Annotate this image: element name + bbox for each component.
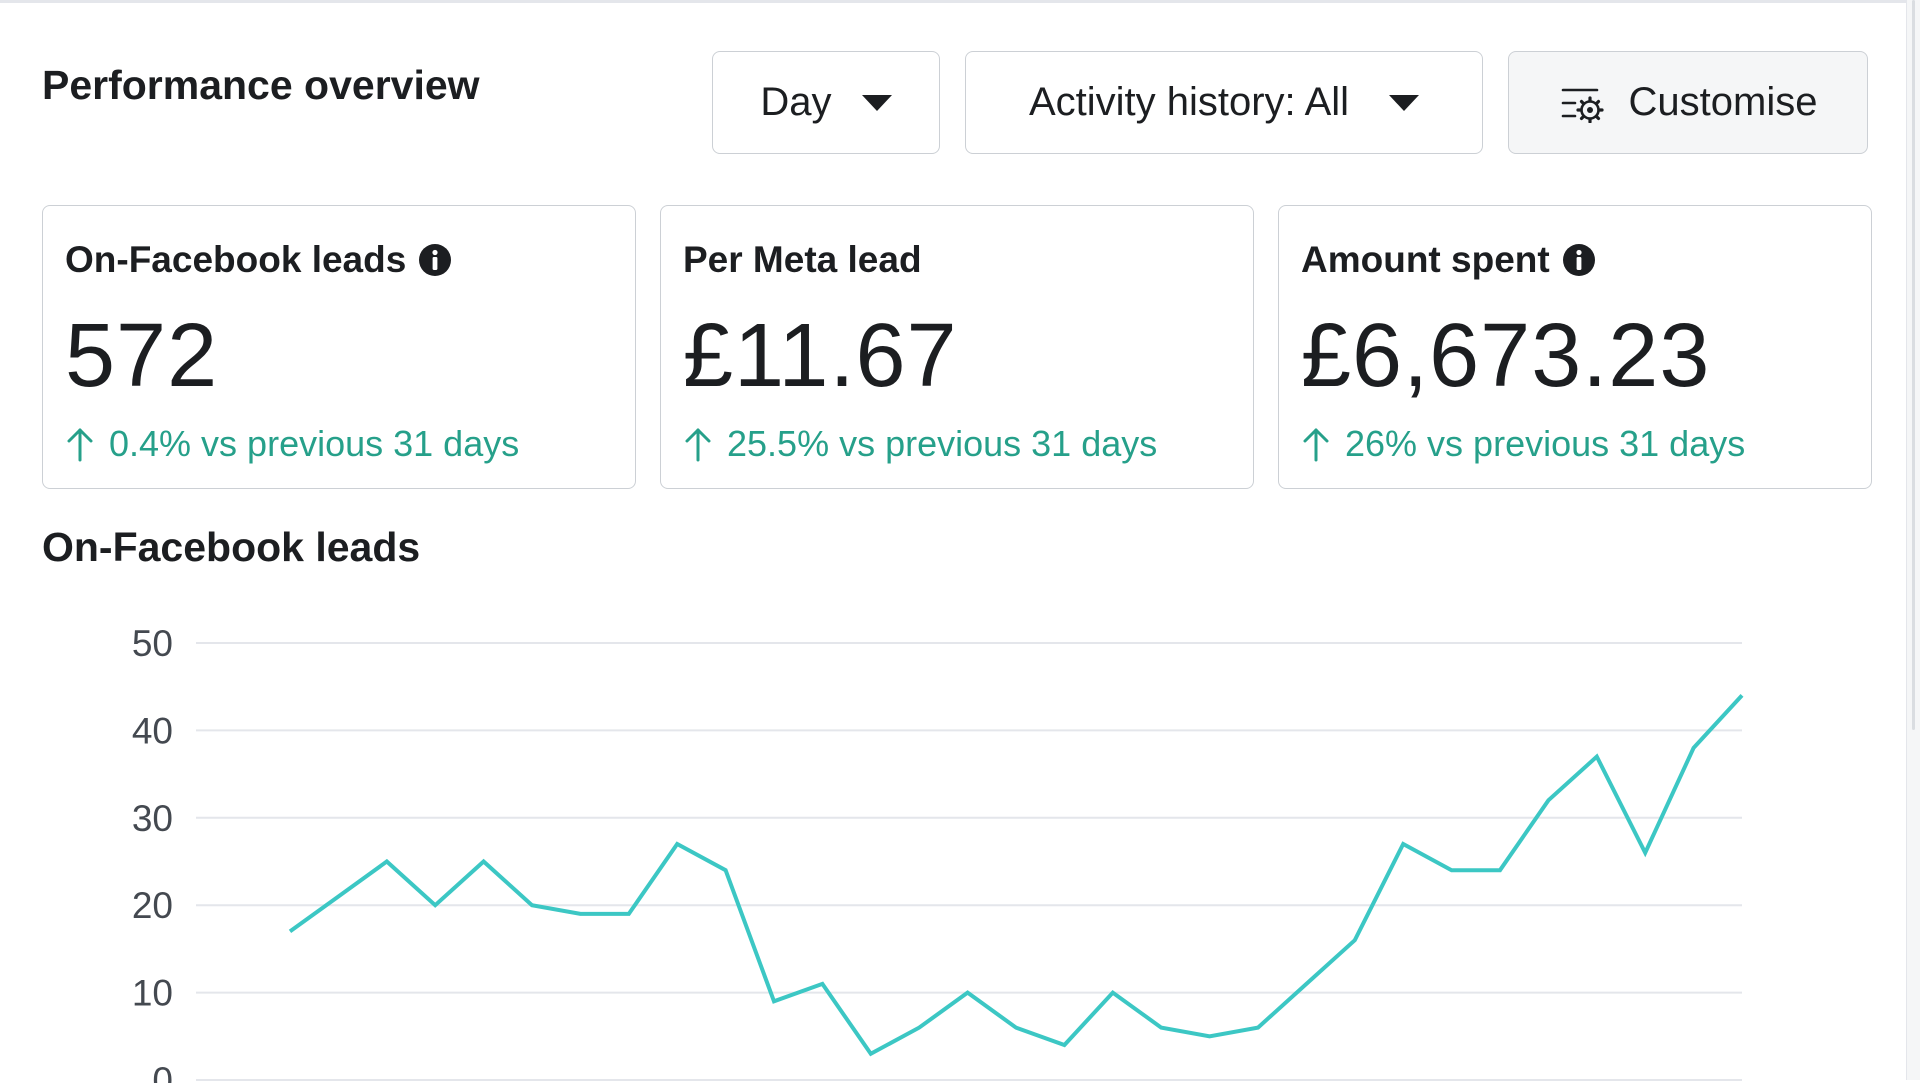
y-axis-tick-labels: 0 10 20 30 40 50 [132, 623, 173, 1083]
vertical-scrollbar[interactable] [1906, 0, 1920, 1080]
y-tick-label: 0 [152, 1060, 173, 1083]
metric-value: £11.67 [683, 306, 958, 406]
data-point[interactable] [1252, 1022, 1264, 1034]
customise-label: Customise [1628, 80, 1818, 124]
data-point[interactable] [1591, 751, 1603, 763]
settings-sliders-icon [1561, 88, 1604, 123]
data-point[interactable] [1446, 864, 1458, 876]
metric-label: Amount spent [1301, 239, 1550, 280]
data-point[interactable] [720, 864, 732, 876]
metric-card-header: Per Meta lead [683, 236, 1253, 284]
data-point[interactable] [526, 899, 538, 911]
data-point[interactable] [865, 1048, 877, 1060]
chevron-down-icon [1389, 94, 1420, 111]
metric-card-on-facebook-leads[interactable]: On-Facebook leads 572 0.4% vs previous 3… [42, 205, 636, 489]
data-point[interactable] [1058, 1039, 1070, 1051]
data-point[interactable] [1107, 987, 1119, 999]
data-point[interactable] [1010, 1022, 1022, 1034]
arrow-up-icon [685, 428, 711, 462]
data-point[interactable] [1349, 934, 1361, 946]
metric-delta: 0.4% vs previous 31 days [65, 422, 635, 466]
metric-card-per-meta-lead[interactable]: Per Meta lead £11.67 25.5% vs previous 3… [660, 205, 1254, 489]
data-point[interactable] [429, 899, 441, 911]
data-point[interactable] [1542, 794, 1554, 806]
data-point[interactable] [574, 908, 586, 920]
data-point[interactable] [913, 1022, 925, 1034]
metric-delta-text: 25.5% vs previous 31 days [727, 423, 1158, 464]
activity-history-label: Activity history: All [1028, 80, 1350, 124]
y-tick-label: 30 [132, 798, 173, 839]
arrow-up-icon [67, 428, 93, 462]
arrow-up-icon [1303, 428, 1329, 462]
customise-button[interactable]: Customise [1508, 51, 1868, 154]
data-point[interactable] [284, 925, 296, 937]
data-point[interactable] [381, 856, 393, 868]
top-border [0, 0, 1920, 3]
metric-value: £6,673.23 [1301, 306, 1711, 406]
metric-card-header: On-Facebook leads [65, 236, 635, 284]
metric-value: 572 [65, 306, 219, 406]
chart-title: On-Facebook leads [42, 524, 421, 570]
data-point[interactable] [768, 995, 780, 1007]
metric-cards: On-Facebook leads 572 0.4% vs previous 3… [42, 205, 1872, 489]
metric-delta-text: 26% vs previous 31 days [1345, 423, 1746, 464]
data-point[interactable] [1639, 847, 1651, 859]
metric-label: Per Meta lead [683, 239, 922, 280]
day-dropdown-button[interactable]: Day [712, 51, 940, 154]
y-tick-label: 10 [132, 973, 173, 1014]
activity-history-dropdown-button[interactable]: Activity history: All [965, 51, 1483, 154]
y-tick-label: 40 [132, 710, 173, 751]
metric-card-amount-spent[interactable]: Amount spent £6,673.23 26% vs previous 3… [1278, 205, 1872, 489]
data-point[interactable] [1688, 742, 1700, 754]
metric-delta: 25.5% vs previous 31 days [683, 422, 1253, 466]
scrollbar-thumb[interactable] [1912, 0, 1915, 730]
chart-series [284, 689, 1748, 1060]
y-tick-label: 20 [132, 885, 173, 926]
info-icon[interactable] [418, 243, 452, 277]
page-title: Performance overview [42, 62, 480, 108]
metric-delta-text: 0.4% vs previous 31 days [109, 423, 520, 464]
leads-line-chart[interactable]: 0 10 20 30 40 50 [0, 613, 1906, 1083]
data-point[interactable] [478, 856, 490, 868]
data-point[interactable] [1300, 978, 1312, 990]
metric-card-header: Amount spent [1301, 236, 1871, 284]
data-point[interactable] [671, 838, 683, 850]
data-point[interactable] [1494, 864, 1506, 876]
data-point[interactable] [1204, 1030, 1216, 1042]
data-point[interactable] [962, 987, 974, 999]
toolbar: Day Activity history: All [712, 51, 1868, 154]
chart-gridlines [196, 642, 1742, 1081]
data-point[interactable] [332, 891, 344, 903]
data-point[interactable] [1397, 838, 1409, 850]
data-point[interactable] [623, 908, 635, 920]
y-tick-label: 50 [132, 623, 173, 664]
performance-overview-panel: Performance overview Day Activity histor… [0, 3, 1906, 1083]
data-point[interactable] [816, 978, 828, 990]
info-icon[interactable] [1562, 243, 1596, 277]
metric-label: On-Facebook leads [65, 239, 407, 280]
chevron-down-icon [861, 94, 892, 111]
series-line[interactable] [288, 694, 1744, 1057]
day-dropdown-label: Day [760, 80, 832, 124]
data-point[interactable] [1155, 1022, 1167, 1034]
metric-delta: 26% vs previous 31 days [1301, 422, 1871, 466]
data-point[interactable] [1736, 689, 1748, 701]
